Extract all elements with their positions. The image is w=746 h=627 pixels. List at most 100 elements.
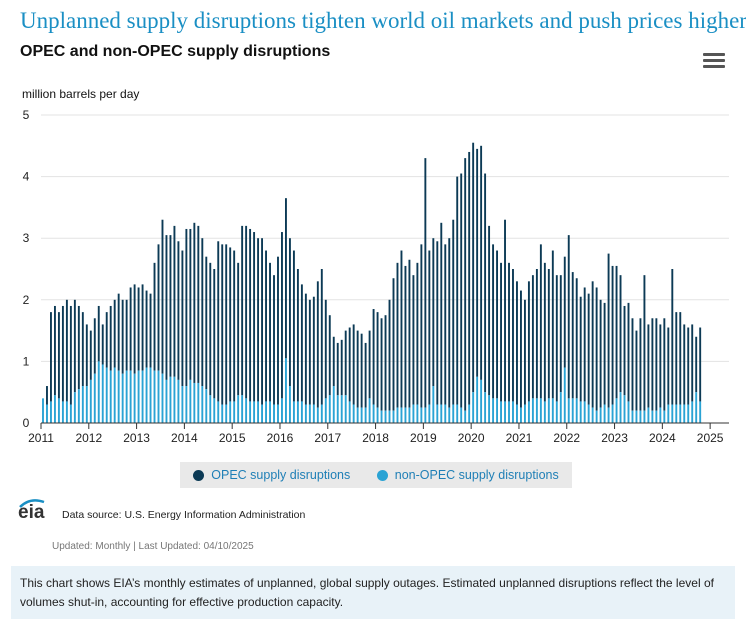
non-opec-bar (460, 407, 463, 423)
opec-bar (157, 244, 160, 371)
opec-bar (416, 262, 419, 405)
opec-bar (340, 339, 343, 396)
opec-bar (671, 269, 674, 405)
non-opec-bar (189, 379, 192, 423)
non-opec-bar (539, 398, 542, 423)
non-opec-bar (428, 404, 431, 423)
non-opec-bar (292, 401, 295, 423)
opec-bar (300, 284, 303, 402)
opec-bar (635, 330, 638, 411)
non-opec-bar (687, 404, 690, 423)
opec-bar (531, 275, 534, 399)
non-opec-bar (631, 410, 634, 423)
opec-bar (647, 324, 650, 408)
non-opec-bar (516, 404, 518, 423)
legend-item-opec[interactable]: OPEC supply disruptions (193, 468, 350, 482)
non-opec-bar (695, 392, 698, 423)
non-opec-bar (245, 398, 248, 423)
opec-bar (181, 250, 184, 387)
legend-item-non-opec[interactable]: non-OPEC supply disruptions (376, 468, 559, 482)
non-opec-bar (607, 407, 610, 423)
opec-bar (137, 287, 140, 371)
non-opec-bar (253, 401, 256, 423)
opec-bar (205, 256, 208, 390)
opec-bar (512, 269, 514, 402)
non-opec-bar (444, 404, 447, 423)
non-opec-bar (69, 404, 72, 423)
opec-bar (679, 312, 682, 405)
opec-bar (57, 312, 60, 399)
non-opec-bar (523, 404, 526, 423)
opec-bar (496, 250, 499, 399)
non-opec-bar (61, 401, 64, 423)
opec-bar (225, 244, 228, 405)
hamburger-menu-icon[interactable] (703, 53, 725, 71)
opec-bar (619, 275, 622, 393)
legend-marker-opec (193, 469, 205, 481)
opec-bar (77, 305, 80, 390)
non-opec-bar (448, 407, 451, 423)
opec-bar (468, 151, 471, 405)
opec-bar (448, 238, 451, 408)
opec-bar (46, 386, 48, 405)
opec-bar (229, 247, 232, 402)
opec-bar (659, 324, 662, 408)
opec-bar (408, 259, 411, 408)
non-opec-bar (149, 367, 152, 423)
data-source: Data source: U.S. Energy Information Adm… (62, 509, 306, 521)
non-opec-bar (161, 373, 164, 423)
y-axis-label: million barrels per day (22, 87, 140, 101)
opec-bar (663, 318, 666, 411)
non-opec-bar (193, 382, 196, 423)
opec-bar (81, 312, 84, 387)
non-opec-bar (579, 401, 582, 423)
x-tick-label: 2017 (314, 431, 341, 445)
non-opec-bar (472, 392, 475, 423)
opec-bar (615, 265, 618, 399)
opec-bar (520, 290, 522, 408)
opec-bar (523, 299, 526, 405)
opec-bar (444, 244, 447, 405)
page-title: Unplanned supply disruptions tighten wor… (20, 8, 746, 33)
non-opec-bar (432, 386, 435, 423)
non-opec-bar (567, 398, 570, 423)
non-opec-bar (129, 370, 132, 423)
opec-bar (392, 278, 395, 411)
non-opec-bar (388, 410, 391, 423)
chart-note: This chart shows EIA’s monthly estimates… (11, 566, 735, 619)
non-opec-bar (213, 398, 216, 423)
opec-bar (655, 318, 658, 411)
non-opec-bar (480, 379, 483, 423)
opec-bar (699, 327, 702, 402)
non-opec-bar (392, 410, 395, 423)
y-tick-label: 4 (23, 170, 30, 184)
opec-bar (372, 309, 375, 405)
opec-bar (332, 336, 335, 387)
opec-bar (555, 275, 558, 402)
non-opec-bar (416, 404, 419, 423)
non-opec-bar (619, 392, 622, 423)
opec-bar (456, 176, 459, 405)
x-tick-label: 2024 (649, 431, 676, 445)
non-opec-bar (452, 404, 455, 423)
non-opec-bar (563, 367, 566, 423)
non-opec-bar (177, 379, 180, 423)
non-opec-bar (209, 395, 212, 423)
non-opec-bar (611, 404, 614, 423)
opec-bar (559, 275, 562, 393)
non-opec-bar (53, 395, 56, 423)
legend-label-non-opec: non-OPEC supply disruptions (394, 468, 559, 482)
x-tick-label: 2016 (267, 431, 294, 445)
opec-bar (69, 305, 72, 405)
opec-bar (201, 238, 204, 387)
opec-bar (61, 305, 64, 402)
non-opec-bar (555, 401, 558, 423)
opec-bar (292, 250, 295, 402)
non-opec-bar (547, 398, 550, 423)
non-opec-bar (277, 404, 279, 423)
non-opec-bar (97, 361, 100, 423)
non-opec-bar (508, 401, 510, 423)
last-updated: Updated: Monthly | Last Updated: 04/10/2… (52, 541, 254, 552)
non-opec-bar (591, 407, 594, 423)
opec-bar (324, 299, 327, 399)
